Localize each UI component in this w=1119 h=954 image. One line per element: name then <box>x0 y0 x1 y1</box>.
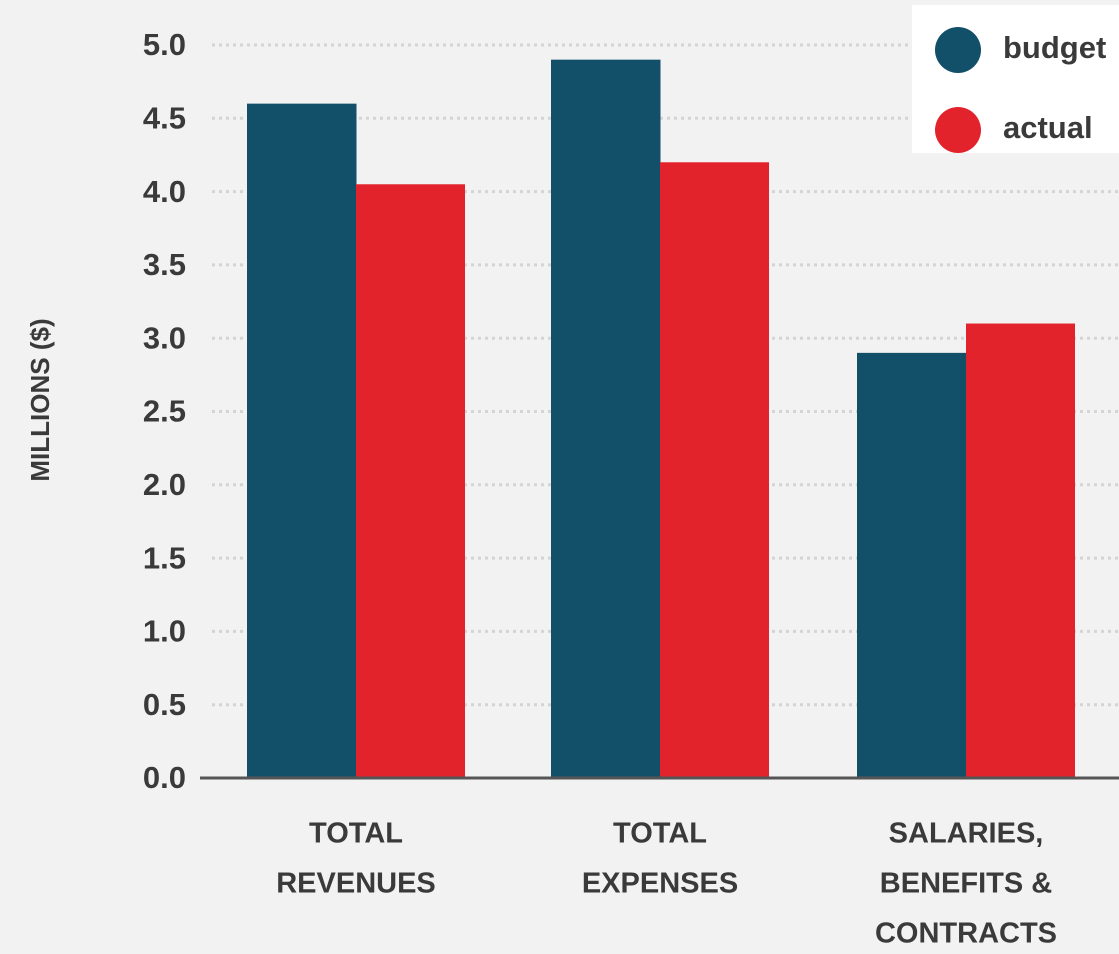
x-tick-label: CONTRACTS <box>875 918 1057 950</box>
y-tick-label: 0.5 <box>143 687 186 722</box>
y-tick-label: 4.5 <box>143 100 186 135</box>
x-tick-label: REVENUES <box>276 868 436 900</box>
bar <box>857 352 967 778</box>
y-tick-label: 5.0 <box>143 27 186 62</box>
y-tick-label: 1.5 <box>143 540 186 575</box>
y-tick-label: 4.0 <box>143 174 186 209</box>
x-tick-label: SALARIES, <box>889 818 1044 850</box>
bar <box>551 59 661 779</box>
legend-label: actual <box>1003 110 1093 145</box>
x-tick-label: BENEFITS & <box>880 868 1052 900</box>
bar <box>247 103 357 778</box>
x-tick-label: TOTAL <box>309 818 403 850</box>
y-tick-label: 3.0 <box>143 320 186 355</box>
legend-label: budget <box>1003 30 1106 65</box>
y-tick-label: 1.0 <box>143 614 186 649</box>
legend-swatch <box>935 27 981 73</box>
y-axis-label: MILLIONS ($) <box>25 318 55 481</box>
y-tick-label: 3.5 <box>143 247 186 282</box>
y-tick-label: 2.0 <box>143 467 186 502</box>
bar <box>660 162 769 778</box>
y-tick-label: 0.0 <box>143 760 186 795</box>
legend-swatch <box>935 107 981 153</box>
x-tick-label: EXPENSES <box>582 868 738 900</box>
y-tick-label: 2.5 <box>143 394 186 429</box>
bar <box>966 323 1075 778</box>
bar <box>356 184 465 778</box>
x-tick-label: TOTAL <box>613 818 707 850</box>
